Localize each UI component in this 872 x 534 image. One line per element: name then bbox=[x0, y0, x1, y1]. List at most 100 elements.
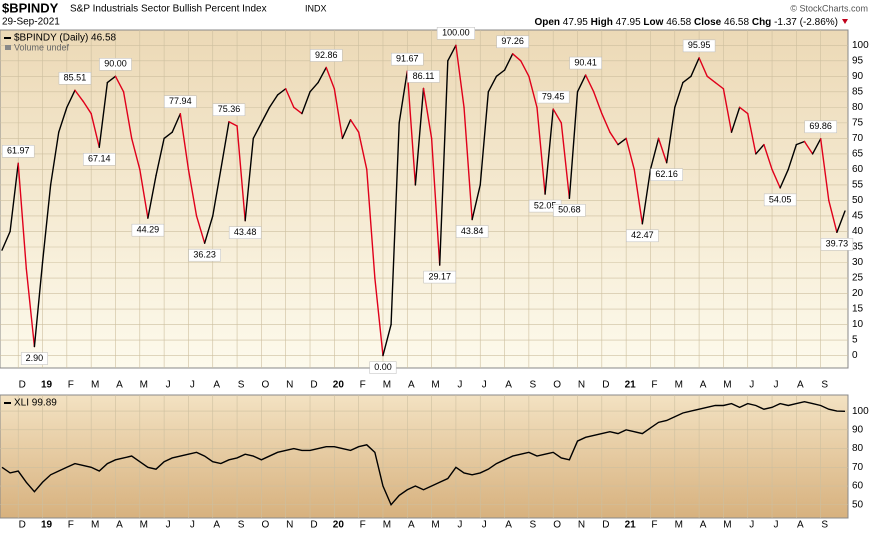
line-segment bbox=[625, 137, 635, 171]
x-tick-label: S bbox=[238, 520, 245, 531]
line-segment bbox=[41, 184, 52, 264]
data-label: 100.00 bbox=[442, 28, 470, 38]
line-segment bbox=[479, 91, 490, 186]
line-segment bbox=[795, 140, 806, 146]
x-tick-label: A bbox=[505, 380, 512, 391]
line-segment bbox=[763, 143, 773, 171]
line-segment bbox=[33, 261, 44, 348]
line-segment bbox=[609, 131, 619, 146]
x-tick-label: M bbox=[91, 520, 99, 531]
data-label: 91.67 bbox=[396, 54, 419, 64]
x-tick-label: A bbox=[213, 520, 220, 531]
line-segment bbox=[333, 88, 344, 140]
label-box bbox=[369, 361, 397, 374]
line-segment bbox=[560, 122, 571, 200]
x-tick-label: J bbox=[166, 520, 171, 531]
quote-value: 47.95 bbox=[616, 17, 641, 28]
symbol: $BPINDY bbox=[2, 0, 59, 15]
data-label: 54.05 bbox=[769, 194, 792, 204]
x-tick-label: F bbox=[651, 520, 657, 531]
line-segment bbox=[260, 106, 271, 124]
label-box bbox=[804, 120, 837, 134]
label-box bbox=[99, 58, 132, 71]
x-tick-label: M bbox=[431, 520, 439, 531]
line-segment bbox=[252, 122, 263, 140]
quote-label: Chg bbox=[752, 17, 771, 28]
legend-entry: XLI 99.89 bbox=[14, 398, 57, 409]
x-tick-label: F bbox=[68, 520, 74, 531]
line-segment bbox=[341, 119, 352, 140]
line-segment bbox=[836, 210, 846, 234]
x-tick-label: S bbox=[238, 380, 245, 391]
line-segment bbox=[155, 137, 165, 177]
label-box bbox=[131, 223, 165, 237]
data-label: 95.95 bbox=[688, 40, 711, 50]
label-box bbox=[83, 153, 116, 166]
y-tick-label: 55 bbox=[852, 180, 864, 191]
x-tick-label: 19 bbox=[41, 520, 53, 531]
y-tick-label: 60 bbox=[852, 481, 864, 492]
x-tick-label: D bbox=[602, 380, 609, 391]
line-segment bbox=[276, 88, 287, 96]
data-label: 43.48 bbox=[234, 227, 257, 237]
data-label: 67.14 bbox=[88, 154, 111, 164]
y-tick-label: 70 bbox=[852, 462, 864, 473]
line-segment bbox=[106, 75, 117, 84]
y-tick-label: 0 bbox=[852, 350, 858, 361]
data-label: 44.29 bbox=[137, 225, 160, 235]
line-segment bbox=[771, 168, 781, 189]
x-tick-label: N bbox=[578, 520, 585, 531]
x-tick-label: O bbox=[553, 380, 561, 391]
x-tick-label: F bbox=[360, 380, 366, 391]
line-segment bbox=[787, 143, 798, 171]
data-label: 61.97 bbox=[7, 146, 30, 156]
x-tick-label: J bbox=[166, 380, 171, 391]
x-tick-label: F bbox=[651, 380, 657, 391]
label-box bbox=[496, 35, 529, 49]
y-tick-label: 30 bbox=[852, 257, 864, 268]
label-box bbox=[309, 49, 343, 62]
label-box bbox=[58, 72, 92, 85]
line-segment bbox=[536, 106, 546, 195]
line-segment bbox=[147, 174, 157, 219]
y-tick-label: 100 bbox=[852, 406, 869, 417]
line-segment bbox=[268, 94, 279, 109]
line-segment bbox=[349, 119, 360, 133]
label-box bbox=[20, 352, 48, 365]
line-segment bbox=[203, 215, 214, 244]
label-box bbox=[228, 226, 262, 239]
line-segment bbox=[293, 106, 303, 115]
x-tick-label: D bbox=[310, 380, 317, 391]
x-tick-label: J bbox=[749, 380, 754, 391]
label-box bbox=[820, 238, 854, 251]
x-tick-label: S bbox=[821, 520, 828, 531]
down-arrow bbox=[842, 19, 848, 24]
y-tick-label: 15 bbox=[852, 304, 864, 315]
data-label: 29.17 bbox=[428, 271, 451, 281]
x-tick-label: M bbox=[723, 380, 731, 391]
quote-label: Low bbox=[643, 17, 663, 28]
y-tick-label: 85 bbox=[852, 86, 864, 97]
data-label: 90.41 bbox=[574, 57, 597, 67]
line-segment bbox=[406, 70, 417, 186]
line-segment bbox=[430, 137, 441, 266]
x-tick-label: M bbox=[431, 380, 439, 391]
y-tick-label: 100 bbox=[852, 40, 869, 51]
line-segment bbox=[528, 75, 538, 109]
data-label: 92.86 bbox=[315, 50, 338, 60]
line-segment bbox=[568, 91, 579, 200]
data-label: 36.23 bbox=[193, 250, 216, 260]
line-segment bbox=[828, 199, 838, 234]
line-segment bbox=[228, 121, 238, 127]
data-label: 39.73 bbox=[826, 239, 849, 249]
y-tick-label: 80 bbox=[852, 102, 864, 113]
line bbox=[1, 401, 846, 507]
label-box bbox=[407, 70, 440, 83]
line-segment bbox=[25, 268, 36, 348]
x-tick-label: J bbox=[482, 520, 487, 531]
line-segment bbox=[122, 91, 133, 140]
line-segment bbox=[390, 122, 400, 326]
y-tick-label: 20 bbox=[852, 288, 864, 299]
x-tick-label: J bbox=[482, 380, 487, 391]
x-tick-label: F bbox=[68, 380, 74, 391]
